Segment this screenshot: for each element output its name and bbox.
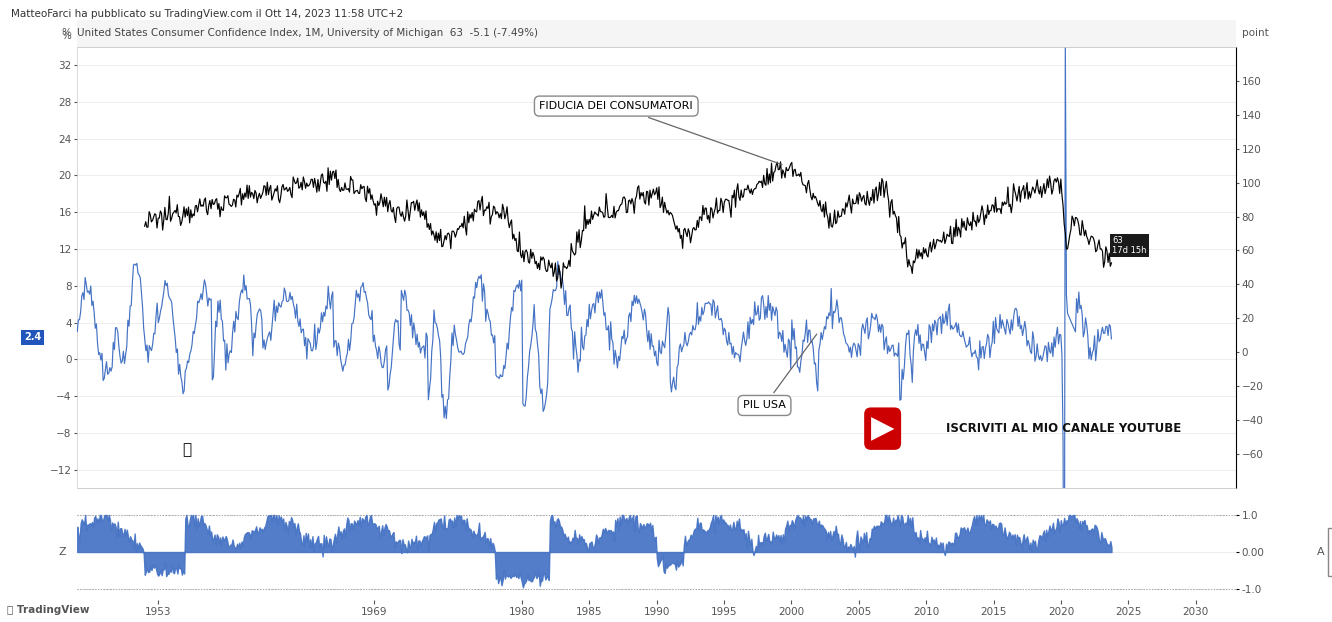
Text: United States Consumer Confidence Index, 1M, University of Michigan  63  -5.1 (-: United States Consumer Confidence Index,… — [77, 27, 538, 37]
Text: Z: Z — [59, 547, 65, 557]
Text: 🦕: 🦕 — [182, 442, 192, 457]
Text: United States Consumer Confidence Index, 1M, University of Michigan  63  -5.1 (-: United States Consumer Confidence Index,… — [77, 31, 538, 41]
Text: A: A — [1317, 547, 1325, 557]
Text: point: point — [1241, 27, 1268, 37]
FancyBboxPatch shape — [77, 20, 1236, 47]
Text: 63
17d 15h: 63 17d 15h — [1112, 236, 1147, 255]
Text: ▶: ▶ — [871, 414, 894, 443]
Text: %: % — [61, 27, 72, 37]
Text: ISCRIVITI AL MIO CANALE YOUTUBE: ISCRIVITI AL MIO CANALE YOUTUBE — [946, 422, 1181, 435]
Text: %: % — [61, 31, 72, 41]
Text: MatteoFarci ha pubblicato su TradingView.com il Ott 14, 2023 11:58 UTC+2: MatteoFarci ha pubblicato su TradingView… — [11, 9, 402, 19]
Text: PIL USA: PIL USA — [743, 334, 817, 411]
Text: FIDUCIA DEI CONSUMATORI: FIDUCIA DEI CONSUMATORI — [539, 101, 782, 165]
Text: 2.4: 2.4 — [24, 332, 41, 342]
Text: ⧗ TradingView: ⧗ TradingView — [7, 605, 89, 615]
